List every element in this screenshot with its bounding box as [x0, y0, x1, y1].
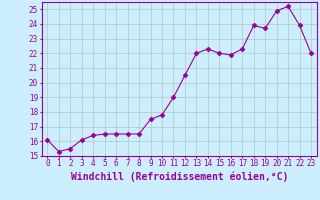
X-axis label: Windchill (Refroidissement éolien,°C): Windchill (Refroidissement éolien,°C): [70, 171, 288, 182]
